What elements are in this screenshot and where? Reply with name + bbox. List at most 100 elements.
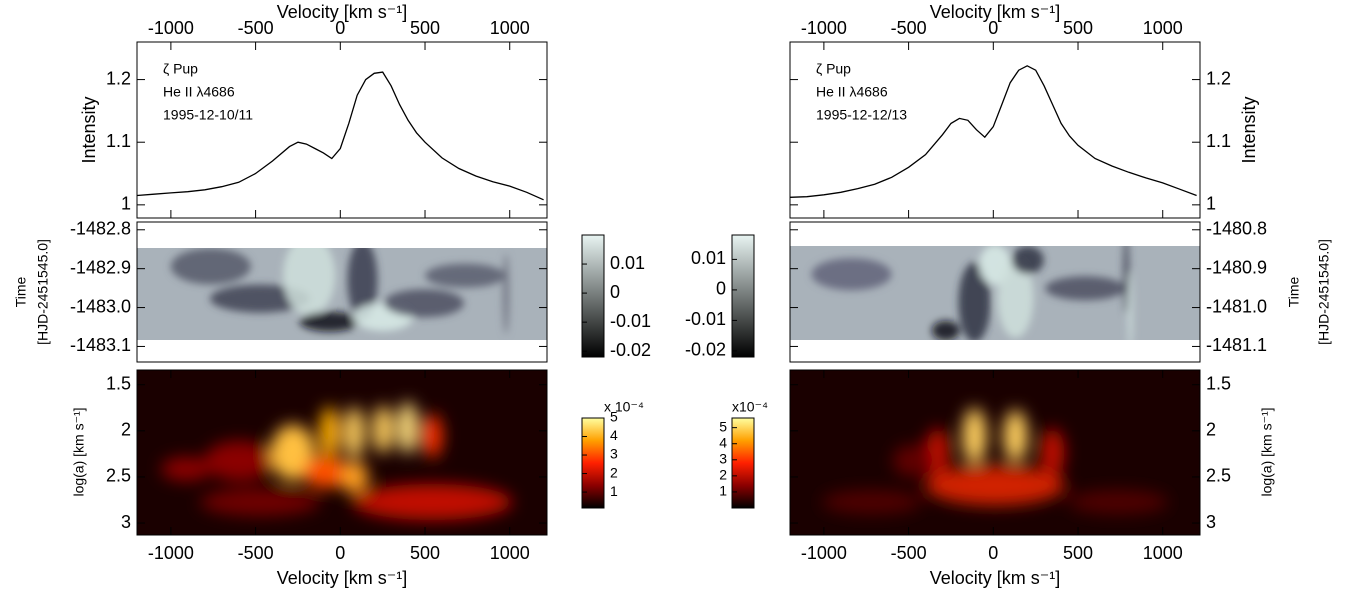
colorbar-label: 5 [610,409,618,425]
y-tick-label: -1481.0 [1206,296,1267,316]
texture [200,488,320,516]
x-tick-label: -500 [891,543,927,563]
y-tick-label: 2 [1206,420,1216,440]
y-tick-label: -1482.8 [70,219,131,239]
x-axis-label: Velocity [km s⁻¹] [277,2,408,22]
spectrum-line [136,71,544,201]
texture [303,456,348,489]
colorbar-label: 1 [610,483,618,499]
texture [425,263,505,288]
spectrum-line [789,65,1197,198]
texture [299,311,360,332]
colorbar [731,417,755,509]
colorbar-label: 1 [719,483,727,499]
y-tick-label: 3 [1206,512,1216,532]
annotation: ζ Pup [816,61,851,77]
colorbar-label: 0.01 [610,253,645,273]
colorbar-label: -0.02 [610,340,651,360]
texture [893,444,933,477]
y-axis-label: log(a) [km s⁻¹] [1259,407,1275,496]
annotation: He II λ4686 [163,84,235,100]
texture [352,484,513,520]
y-axis-label: Intensity [79,96,99,163]
colorbar [731,234,755,358]
texture [1003,410,1028,462]
x-tick-label: 1000 [490,543,530,563]
x-tick-label: 0 [335,543,345,563]
colorbar-label: 2 [719,467,727,483]
texture [1123,246,1130,315]
texture [347,248,378,321]
y-tick-label: -1481.1 [1206,335,1267,355]
x-tick-label: 1000 [490,18,530,38]
plot-frame [789,369,1201,536]
dynamic-texture [811,246,1133,340]
x-axis-label: Velocity [km s⁻¹] [277,568,408,588]
colorbar [581,234,605,358]
colorbar-label: -0.02 [685,340,726,360]
colorbar [581,417,605,509]
x-tick-label: 500 [1063,543,1093,563]
texture [210,284,310,313]
texture [204,440,275,481]
texture [319,406,340,459]
x-tick-label: -1000 [801,18,847,38]
colorbar-label: -0.01 [610,311,651,331]
colorbar-label: 0 [716,279,726,299]
dynamic-texture [170,248,509,334]
texture [384,289,464,318]
plot-frame [136,369,548,536]
texture [170,248,251,285]
x-tick-label: 500 [410,18,440,38]
y-axis-label: Time [1286,276,1302,307]
texture [962,408,987,464]
colorbar-label: 3 [610,446,618,462]
y-tick-label: 3 [121,512,131,532]
y-tick-label: 2.5 [1206,466,1231,486]
colorbar-label: 5 [719,418,727,434]
texture [1011,246,1044,275]
x-tick-label: -1000 [148,18,194,38]
y-tick-label: -1480.9 [1206,257,1267,277]
x-tick-label: -1000 [148,543,194,563]
texture [503,254,509,334]
x-tick-label: 1000 [1143,543,1183,563]
texture [270,424,315,481]
x-tick-label: 0 [335,18,345,38]
x-tick-label: 0 [988,543,998,563]
texture [1045,276,1126,301]
y-tick-label: 1.2 [106,68,131,88]
colorbar-label: 0.01 [691,248,726,268]
wavelet-texture [161,401,513,520]
y-axis-label: Time [13,276,29,307]
colorbar-unit: x10⁻⁴ [732,399,768,415]
y-tick-label: -1483.1 [70,335,131,355]
texture [1068,490,1168,514]
annotation: 1995-12-10/11 [163,107,253,123]
texture [397,401,418,454]
texture [161,457,212,481]
y-tick-label: 1.1 [106,131,131,151]
y-tick-label: 1.5 [1206,373,1231,393]
y-tick-label: -1482.9 [70,257,131,277]
plot-frame [789,41,1201,219]
texture [931,320,960,340]
colorbar-label: 0 [610,282,620,302]
y-tick-label: 2 [121,420,131,440]
texture [344,406,365,459]
annotation: 1995-12-12/13 [816,107,907,123]
colorbar-label: 3 [719,450,727,466]
x-tick-label: 0 [988,18,998,38]
texture [1040,428,1065,477]
plot-frame [789,221,1201,363]
colorbar-label: 4 [610,427,618,443]
texture [958,262,991,340]
y-axis-label: [HJD-2451545.0] [1316,239,1332,345]
y-axis-label: Intensity [1239,96,1259,163]
x-tick-label: 1000 [1143,18,1183,38]
x-tick-label: -500 [238,18,274,38]
plot-frame [136,221,548,363]
texture [925,465,1065,506]
annotation: He II λ4686 [816,84,888,100]
